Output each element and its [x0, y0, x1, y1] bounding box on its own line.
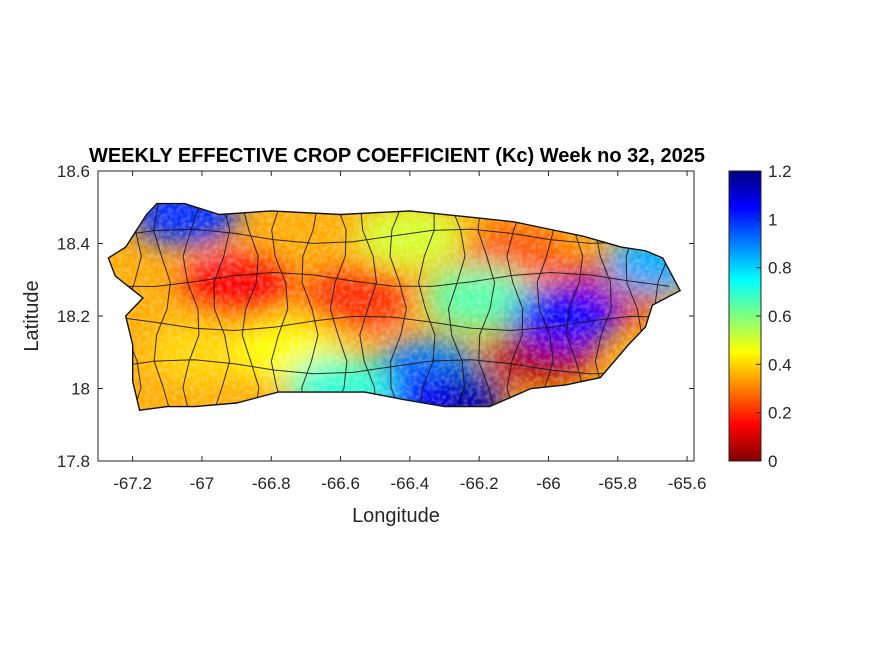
x-tick-label: -66.8 [252, 474, 291, 493]
municipality-line [329, 203, 348, 411]
chart-title: WEEKLY EFFECTIVE CROP COEFFICIENT (Kc) W… [89, 145, 705, 167]
municipality-line [153, 203, 172, 411]
x-tick-label: -66.2 [460, 474, 499, 493]
x-tick-label: -67.2 [113, 474, 152, 493]
y-axis-ticks: 17.8 18 18.2 18.4 18.6 [57, 162, 694, 471]
y-tick-label: 18.6 [57, 162, 90, 181]
municipality-line [389, 203, 407, 411]
colorbar-ticks: 0 0.2 0.4 0.6 0.8 1 1.2 [756, 162, 792, 471]
colorbar: 0 0.2 0.4 0.6 0.8 1 1.2 [728, 162, 792, 471]
colorbar-tick-label: 1 [768, 210, 777, 229]
municipality-line [241, 203, 260, 411]
municipality-line [212, 203, 231, 411]
x-tick-label: -65.6 [668, 474, 707, 493]
municipality-line [359, 203, 378, 411]
municipality-line [536, 203, 555, 411]
municipality-line [477, 203, 496, 411]
x-tick-label: -66.4 [390, 474, 429, 493]
x-axis-ticks: -67.2 -67 -66.8 -66.6 -66.4 -66.2 -66 -65.8 -65.… [113, 171, 706, 493]
y-axis-label: Latitude [21, 280, 43, 351]
colorbar-tick-label: 0.6 [768, 307, 792, 326]
colorbar-tick-label: 0 [768, 452, 777, 471]
x-axis-label: Longitude [352, 505, 440, 527]
municipality-line [301, 203, 319, 411]
municipality-line [270, 203, 289, 411]
island-coastline [107, 202, 682, 411]
colorbar-tick-label: 0.4 [768, 355, 792, 374]
y-tick-label: 18.2 [57, 307, 90, 326]
colorbar-gradient [728, 170, 762, 462]
municipality-line [115, 271, 670, 288]
municipality-line [115, 359, 670, 375]
municipality-line [447, 203, 466, 411]
municipality-line [565, 203, 584, 411]
municipality-line [182, 203, 201, 411]
colorbar-tick-label: 0.8 [768, 259, 792, 278]
kc-heatmap [108, 203, 681, 411]
x-tick-label: -67 [190, 474, 215, 493]
x-tick-label: -66.6 [321, 474, 360, 493]
y-tick-label: 17.8 [57, 452, 90, 471]
x-tick-label: -65.8 [598, 474, 637, 493]
municipality-line [115, 315, 670, 332]
x-tick-label: -66 [536, 474, 561, 493]
municipality-line [417, 203, 436, 411]
y-tick-label: 18 [71, 380, 90, 399]
colorbar-tick-label: 1.2 [768, 162, 792, 181]
y-tick-label: 18.4 [57, 235, 90, 254]
colorbar-tick-label: 0.2 [768, 404, 792, 423]
municipality-line [115, 228, 670, 244]
municipality-line [506, 203, 524, 411]
heatmap-texture [108, 203, 681, 411]
